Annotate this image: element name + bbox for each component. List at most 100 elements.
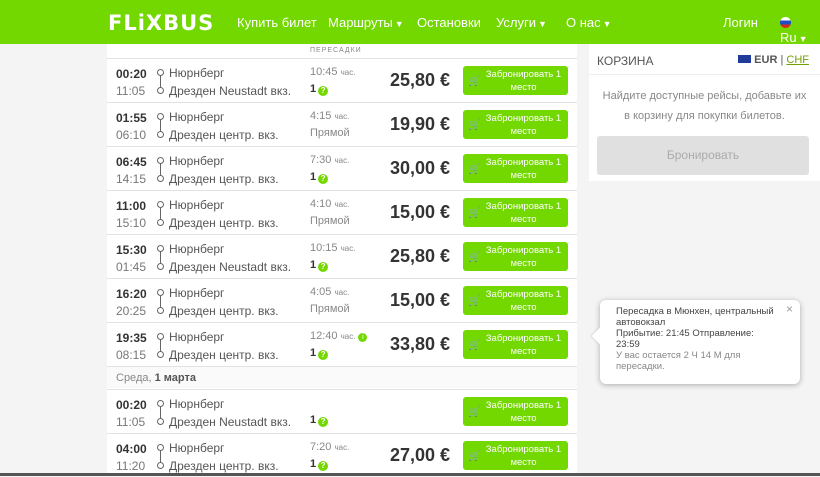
stop-marker-icon <box>157 400 164 407</box>
book-label: Забронировать 1 место <box>485 400 562 424</box>
book-button[interactable]: Бронировать <box>597 136 809 175</box>
price: 30,00 € <box>389 158 450 178</box>
book-label: Забронировать 1 место <box>485 444 562 468</box>
stop-marker-icon <box>157 263 164 270</box>
transfers: 1? <box>310 347 329 360</box>
question-icon[interactable]: ? <box>318 174 329 184</box>
price: 19,90 € <box>389 114 450 134</box>
book-seat-button[interactable]: 🛒 Забронировать 1 место <box>463 198 568 227</box>
transfer-count: 1 <box>310 83 317 95</box>
login-link[interactable]: Логин <box>723 15 758 30</box>
chevron-down-icon: ▼ <box>602 19 612 29</box>
origin-station: Нюрнберг <box>169 242 225 256</box>
destination-station: Дрезден центр. вкз. <box>169 304 279 318</box>
tooltip-layover: У вас остается 2 Ч 14 М для пересадки. <box>616 350 741 372</box>
nav-label: О нас <box>566 15 601 30</box>
tooltip-transfer-station: Пересадка в Мюнхен, центральный автовокз… <box>616 306 774 328</box>
duration-unit: час. <box>334 200 350 209</box>
transfer-count: 1 <box>310 458 317 470</box>
route-line <box>160 120 161 132</box>
book-seat-button[interactable]: 🛒 Забронировать 1 место <box>463 286 568 315</box>
transfers: 1? <box>310 259 329 272</box>
departure-time: 06:45 <box>116 155 147 169</box>
transfer-tooltip: × Пересадка в Мюнхен, центральный автово… <box>600 300 800 384</box>
stop-marker-icon <box>157 69 164 76</box>
duration: 4:10 час. <box>310 198 349 210</box>
book-seat-button[interactable]: 🛒 Забронировать 1 место <box>463 397 568 426</box>
chevron-down-icon: ▼ <box>537 19 547 29</box>
book-seat-button[interactable]: 🛒 Забронировать 1 место <box>463 110 568 139</box>
cart-panel: КОРЗИНА EUR | CHF Найдите доступные рейс… <box>589 44 820 181</box>
book-seat-button[interactable]: 🛒 Забронировать 1 место <box>463 242 568 271</box>
question-icon[interactable]: ? <box>318 417 329 427</box>
question-icon[interactable]: ? <box>318 262 329 272</box>
departure-time: 00:20 <box>116 398 147 412</box>
nav-routes[interactable]: Маршруты ▼ <box>328 15 404 30</box>
destination-station: Дрезден Neustadt вкз. <box>169 260 292 274</box>
transfer-count: 1 <box>310 171 317 183</box>
cart-icon: 🛒 <box>468 120 481 131</box>
destination-station: Дрезден Neustadt вкз. <box>169 84 292 98</box>
question-icon[interactable]: ? <box>318 461 329 471</box>
departure-time: 16:20 <box>116 287 147 301</box>
stop-marker-icon <box>157 201 164 208</box>
stop-marker-icon <box>157 131 164 138</box>
duration-unit: час. <box>340 68 356 77</box>
language-selector[interactable]: Ru ▼ <box>780 15 820 45</box>
chevron-down-icon: ▼ <box>394 19 404 29</box>
duration-value: 7:30 <box>310 154 332 166</box>
origin-station: Нюрнберг <box>169 110 225 124</box>
book-seat-button[interactable]: 🛒 Забронировать 1 место <box>463 441 568 470</box>
book-label: Забронировать 1 место <box>485 69 562 93</box>
book-label: Забронировать 1 место <box>485 333 562 357</box>
origin-station: Нюрнберг <box>169 154 225 168</box>
book-seat-button[interactable]: 🛒 Забронировать 1 место <box>463 154 568 183</box>
transfer-count: 1 <box>310 414 317 426</box>
flixbus-logo[interactable]: FLiXBUS <box>108 11 215 35</box>
info-icon[interactable]: i <box>358 333 368 342</box>
nav-services[interactable]: Услуги ▼ <box>496 15 547 30</box>
question-icon[interactable]: ? <box>318 86 329 96</box>
departure-time: 00:20 <box>116 67 147 81</box>
currency-chf[interactable]: CHF <box>786 54 809 66</box>
date-separator: Среда, 1 марта <box>107 366 577 388</box>
transfers: 1? <box>310 83 329 96</box>
divider <box>589 74 820 75</box>
duration-value: 10:15 <box>310 242 338 254</box>
currency-separator: | <box>780 54 784 66</box>
duration-unit: час. <box>340 244 356 253</box>
transfer-count: 1 <box>310 259 317 271</box>
close-icon[interactable]: × <box>785 302 793 316</box>
book-seat-button[interactable]: 🛒 Забронировать 1 место <box>463 330 568 359</box>
nav-stops[interactable]: Остановки <box>417 15 481 30</box>
currency-eur[interactable]: EUR <box>754 54 778 66</box>
stop-marker-icon <box>157 219 164 226</box>
duration-value: 7:20 <box>310 441 332 453</box>
departure-time: 15:30 <box>116 243 147 257</box>
duration: 10:45 час. <box>310 66 355 78</box>
arrival-time: 06:10 <box>116 128 147 142</box>
duration-value: 12:40 <box>310 330 338 342</box>
book-label: Забронировать 1 место <box>485 113 562 137</box>
origin-station: Нюрнберг <box>169 397 225 411</box>
stop-marker-icon <box>157 289 164 296</box>
direct-label: Прямой <box>310 127 350 139</box>
trip-row: 01:55 06:10 Нюрнберг Дрезден центр. вкз. 4:1… <box>107 102 577 146</box>
stop-marker-icon <box>157 462 164 469</box>
duration: 7:30 час. <box>310 154 349 166</box>
destination-station: Дрезден центр. вкз. <box>169 348 279 362</box>
window-bottom-edge <box>0 473 820 476</box>
stop-marker-icon <box>157 351 164 358</box>
question-icon[interactable]: ? <box>318 350 329 360</box>
departure-time: 04:00 <box>116 442 147 456</box>
destination-station: Дрезден центр. вкз. <box>169 216 279 230</box>
trip-row: 19:35 08:15 Нюрнберг Дрезден центр. вкз. 12:… <box>107 322 577 366</box>
duration-unit: час. <box>334 112 350 121</box>
nav-buy-ticket[interactable]: Купить билет <box>237 15 317 30</box>
duration-unit: час. <box>334 288 350 297</box>
stop-marker-icon <box>157 333 164 340</box>
russia-flag-icon <box>780 17 791 28</box>
nav-about[interactable]: О нас ▼ <box>566 15 612 30</box>
book-seat-button[interactable]: 🛒 Забронировать 1 место <box>463 66 568 95</box>
origin-station: Нюрнберг <box>169 330 225 344</box>
